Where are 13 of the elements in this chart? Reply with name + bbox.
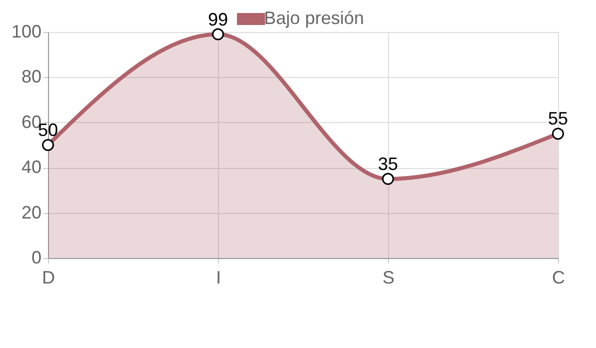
legend-label: Bajo presión [264,8,364,28]
y-tick-label: 100 [11,22,42,42]
y-tick-label: 40 [21,157,42,178]
data-label: 99 [208,9,228,30]
x-tick-label: I [216,268,222,288]
x-tick-label: S [382,268,395,288]
x-tick-label: C [552,268,565,288]
data-label: 55 [548,108,568,129]
data-label: 35 [378,154,398,174]
y-tick-label: 80 [21,66,42,87]
y-tick-label: 20 [21,202,42,222]
x-tick-label: D [42,268,55,288]
y-tick-label: 0 [31,248,42,268]
